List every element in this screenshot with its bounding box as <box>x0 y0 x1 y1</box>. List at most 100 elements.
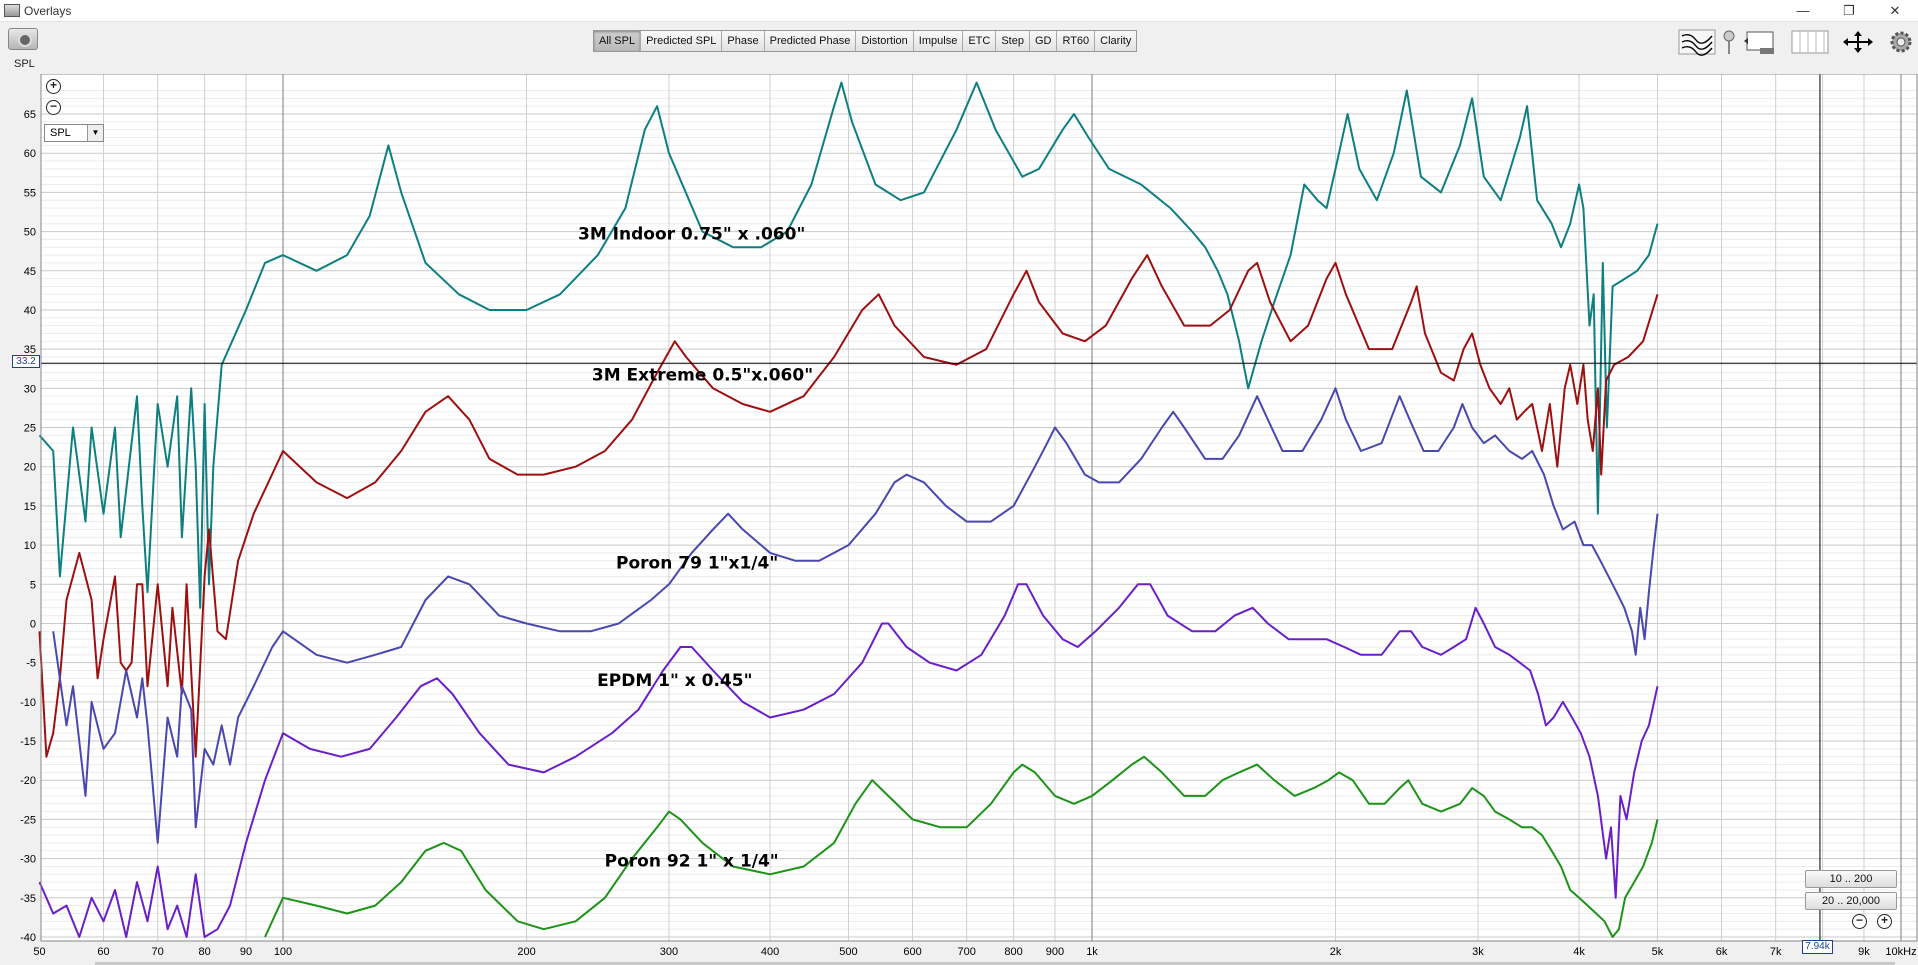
y-tick-label: 20 <box>24 462 36 474</box>
plot-zoom-out-icon[interactable]: − <box>46 100 61 115</box>
x-tick-label: 70 <box>152 946 164 958</box>
x-tick-label: 700 <box>958 946 976 958</box>
grid <box>41 74 1917 941</box>
x-tick-label: 900 <box>1046 946 1064 958</box>
close-button[interactable]: ✕ <box>1889 3 1901 18</box>
gear-icon[interactable] <box>1888 28 1914 56</box>
cursor-x-readout: 7.94k <box>1802 940 1833 954</box>
x-tick-label: 5k <box>1652 946 1664 958</box>
slider-icon[interactable] <box>1722 28 1736 56</box>
tab-clarity[interactable]: Clarity <box>1095 31 1137 51</box>
y-axis-ticks: 65605550454035302520151050-5-10-15-20-25… <box>20 109 36 944</box>
series-line-2 <box>52 387 1659 844</box>
curves <box>38 81 1659 938</box>
y-tick-label: 60 <box>24 148 36 160</box>
y-tick-label: 45 <box>24 266 36 278</box>
x-tick-label: 2k <box>1330 946 1342 958</box>
series-label-2: Poron 79 1"x1/4" <box>616 554 778 574</box>
series-line-0 <box>38 81 1659 609</box>
spl-overlay-chart[interactable]: 65605550454035302520151050-5-10-15-20-25… <box>0 74 1918 965</box>
tab-distortion[interactable]: Distortion <box>856 31 914 51</box>
series-label-0: 3M Indoor 0.75" x .060" <box>578 224 805 244</box>
tab-step[interactable]: Step <box>996 31 1030 51</box>
y-tick-label: 10 <box>24 540 36 552</box>
series-line-1 <box>38 254 1659 758</box>
minimize-button[interactable]: — <box>1796 3 1810 18</box>
y-tick-label: 15 <box>24 501 36 513</box>
y-tick-label: -5 <box>26 658 36 670</box>
plot-frame <box>40 74 1918 942</box>
y-tick-label: -35 <box>20 893 36 905</box>
y-tick-label: 35 <box>24 344 36 356</box>
range-20-20000-button[interactable]: 20 .. 20,000 <box>1805 892 1897 910</box>
x-tick-label: 800 <box>1004 946 1022 958</box>
y-tick-label: 0 <box>30 618 36 630</box>
graph-type-label: SPL <box>14 58 35 70</box>
series-line-4 <box>264 755 1659 938</box>
range-10-200-button[interactable]: 10 .. 200 <box>1805 870 1897 888</box>
tab-etc[interactable]: ETC <box>963 31 997 51</box>
x-tick-label: 60 <box>97 946 109 958</box>
restore-button[interactable]: ❐ <box>1843 3 1855 18</box>
app-icon <box>4 4 20 17</box>
camera-icon[interactable] <box>8 28 38 50</box>
toolbar: SPL All SPL Predicted SPL Phase Predicted P… <box>0 22 1918 74</box>
x-tick-label: 9k <box>1858 946 1870 958</box>
layout-icon[interactable] <box>1790 28 1830 56</box>
overlay-controls-icon[interactable] <box>1678 28 1716 56</box>
x-tick-label: 1k <box>1086 946 1098 958</box>
x-tick-label: 600 <box>903 946 921 958</box>
zoom-out-icon[interactable]: − <box>1852 914 1867 929</box>
plot-zoom-in-icon[interactable]: + <box>46 79 61 94</box>
y-tick-label: 25 <box>24 423 36 435</box>
y-tick-label: 50 <box>24 227 36 239</box>
window-title: Overlays <box>24 4 72 18</box>
x-tick-label: 4k <box>1573 946 1585 958</box>
tab-impulse[interactable]: Impulse <box>913 31 964 51</box>
chevron-down-icon[interactable]: ▼ <box>87 125 103 141</box>
y-tick-label: 65 <box>24 109 36 121</box>
tab-predicted-phase[interactable]: Predicted Phase <box>764 31 857 51</box>
x-tick-label: 3k <box>1472 946 1484 958</box>
window-size-icon[interactable] <box>1742 28 1778 56</box>
y-tick-label: -10 <box>20 697 36 709</box>
y-tick-label: 30 <box>24 383 36 395</box>
y-tick-label: -25 <box>20 814 36 826</box>
tab-rt60[interactable]: RT60 <box>1057 31 1096 51</box>
tab-phase[interactable]: Phase <box>722 31 765 51</box>
x-tick-label: 10kHz <box>1885 946 1916 958</box>
y-tick-label: -15 <box>20 736 36 748</box>
series-label-4: Poron 92 1" x 1/4" <box>605 851 779 871</box>
y-tick-label: 40 <box>24 305 36 317</box>
y-tick-label: 55 <box>24 187 36 199</box>
cursor-y-readout: 33.2 <box>12 355 40 368</box>
x-tick-label: 50 <box>33 946 45 958</box>
pan-arrows-icon[interactable] <box>1840 28 1876 56</box>
plot-area[interactable] <box>41 74 1917 941</box>
spl-select-value: SPL <box>50 127 71 139</box>
x-tick-label: 100 <box>274 946 292 958</box>
spl-select[interactable]: SPL ▼ <box>44 124 104 142</box>
x-tick-label: 400 <box>761 946 779 958</box>
horizontal-scrollbar[interactable] <box>95 962 1895 965</box>
tab-all-spl[interactable]: All SPL <box>594 31 642 51</box>
curve-labels: 3M Indoor 0.75" x .060" 3M Extreme 0.5"x.… <box>578 224 813 871</box>
x-tick-label: 500 <box>839 946 857 958</box>
zoom-in-icon[interactable]: + <box>1877 914 1892 929</box>
graph-tabs: All SPL Predicted SPL Phase Predicted Phase… <box>593 30 1138 52</box>
x-tick-label: 90 <box>240 946 252 958</box>
x-tick-label: 7k <box>1770 946 1782 958</box>
tab-predicted-spl[interactable]: Predicted SPL <box>641 31 723 51</box>
x-tick-label: 80 <box>198 946 210 958</box>
x-tick-label: 200 <box>517 946 535 958</box>
x-tick-label: 300 <box>660 946 678 958</box>
y-tick-label: -30 <box>20 854 36 866</box>
y-tick-label: 5 <box>30 579 36 591</box>
series-label-3: EPDM 1" x 0.45" <box>597 671 752 691</box>
series-line-3 <box>38 583 1659 938</box>
y-tick-label: -40 <box>20 932 36 944</box>
series-label-1: 3M Extreme 0.5"x.060" <box>592 365 813 385</box>
title-bar: Overlays — ❐ ✕ <box>0 0 1918 22</box>
tab-gd[interactable]: GD <box>1029 31 1058 51</box>
